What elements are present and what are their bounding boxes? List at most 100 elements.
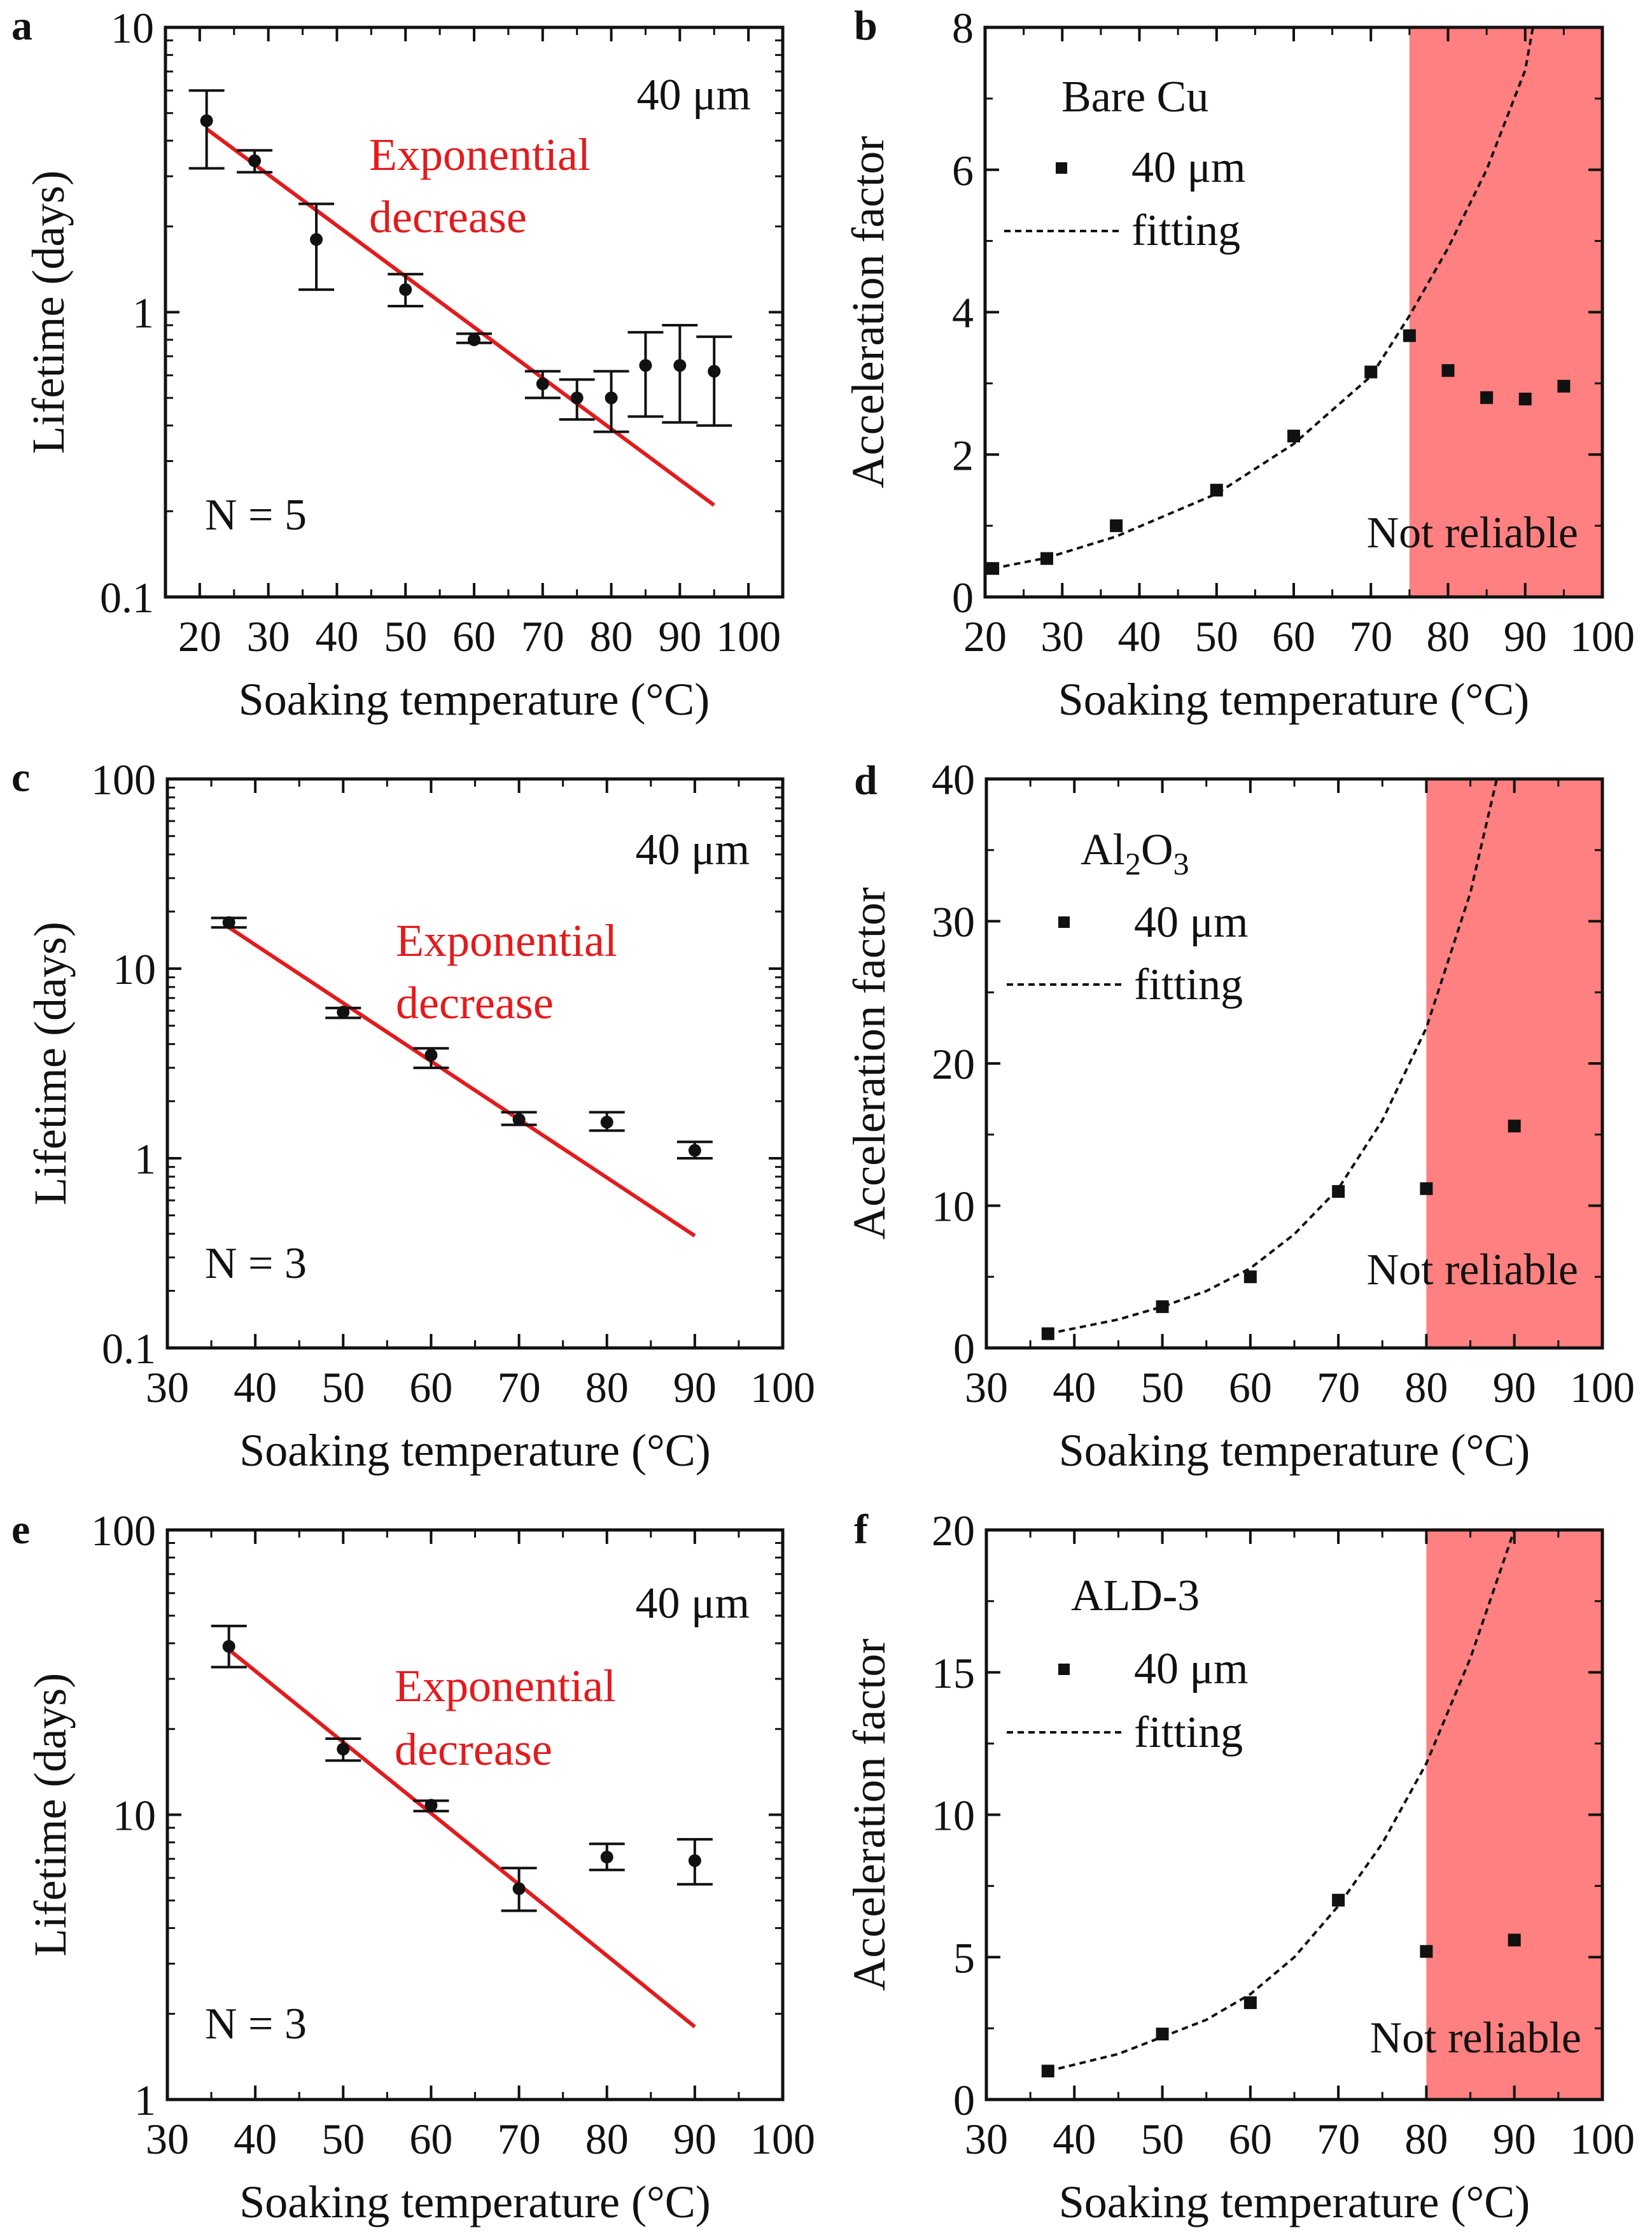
fit-label-line1: Exponential [369, 129, 591, 180]
exponential-fit-line [227, 1648, 696, 2029]
fit-label-line2: decrease [369, 192, 527, 242]
x-tick-label: 60 [1229, 1363, 1272, 1412]
y-tick-label: 5 [953, 1933, 975, 1982]
x-axis-title: Soaking temperature (°C) [1059, 2177, 1530, 2227]
x-tick-label: 50 [321, 2115, 365, 2163]
x-tick-label: 90 [1493, 2115, 1536, 2163]
y-tick-label: 30 [932, 898, 975, 946]
x-tick-label: 50 [1141, 2115, 1184, 2163]
y-axis-title: Lifetime (days) [25, 922, 76, 1205]
legend-title: ALD-3 [1071, 1571, 1200, 1620]
data-point [605, 391, 618, 405]
data-point [600, 1851, 613, 1864]
x-tick-label: 80 [590, 612, 633, 661]
not-reliable-region [1426, 779, 1602, 1348]
data-point [570, 391, 584, 405]
y-tick-label: 100 [91, 755, 156, 804]
legend-label-data: 40 μm [1131, 143, 1245, 192]
x-tick-label: 70 [1349, 612, 1392, 661]
data-point [248, 154, 262, 167]
exponential-fit-line [228, 925, 696, 1238]
y-axis-title: Acceleration factor [843, 136, 893, 489]
data-point [424, 1048, 438, 1062]
data-point [1557, 379, 1571, 393]
fitting-curve [992, 27, 1534, 570]
y-tick-label: 1 [132, 289, 154, 337]
x-tick-label: 100 [716, 612, 781, 661]
data-point [1441, 364, 1455, 377]
data-point [1287, 430, 1300, 443]
x-tick-label: 60 [409, 2115, 452, 2163]
x-axis-title: Soaking temperature (°C) [239, 674, 710, 725]
data-point [673, 359, 687, 372]
data-point [688, 1854, 701, 1867]
data-point [1508, 1933, 1521, 1947]
data-point [512, 1113, 526, 1126]
y-tick-label: 0 [953, 2076, 975, 2124]
n-label: N = 3 [205, 2000, 307, 2049]
y-tick-label: 10 [111, 4, 154, 52]
legend-label-data: 40 μm [1134, 898, 1248, 947]
x-tick-label: 40 [1118, 612, 1161, 661]
x-tick-label: 30 [146, 1363, 189, 1412]
data-point [424, 1799, 438, 1812]
y-tick-label: 0 [952, 573, 974, 622]
x-tick-label: 20 [178, 612, 221, 661]
size-label: 40 μm [636, 1579, 750, 1628]
panel-c: 30 40 50 60 70 80 90 100 0.1 1 10 100 c Soaking tem… [11, 754, 815, 1476]
legend-label-data: 40 μm [1134, 1644, 1248, 1694]
x-tick-label: 40 [234, 2115, 277, 2163]
x-tick-label: 20 [963, 612, 1007, 661]
x-tick-label: 90 [1493, 1363, 1536, 1412]
panel-letter: f [854, 1506, 869, 1553]
data-point [1110, 519, 1123, 533]
x-tick-label: 60 [1272, 612, 1315, 661]
fit-label-line1: Exponential [396, 915, 617, 966]
size-label: 40 μm [636, 825, 750, 874]
y-axis-title: Acceleration factor [844, 1639, 895, 1991]
legend-title: Bare Cu [1061, 73, 1208, 122]
data-point [639, 359, 652, 372]
x-tick-label: 50 [1141, 1363, 1184, 1412]
y-tick-label: 10 [932, 1792, 975, 1840]
x-tick-label: 100 [750, 2115, 815, 2163]
y-tick-label: 10 [113, 1792, 156, 1840]
x-tick-label: 70 [498, 1363, 541, 1412]
x-tick-label: 90 [1504, 612, 1547, 661]
x-tick-label: 50 [321, 1363, 365, 1412]
data-point [1332, 1185, 1345, 1198]
x-tick-label: 40 [1053, 2115, 1096, 2163]
x-tick-label: 100 [1570, 1363, 1635, 1412]
y-tick-label: 0.1 [100, 573, 154, 622]
x-tick-label: 30 [146, 2115, 189, 2163]
data-point [222, 1639, 235, 1653]
data-point [1040, 552, 1053, 565]
not-reliable-label: Not reliable [1370, 2014, 1581, 2063]
data-point [222, 916, 235, 929]
y-tick-label: 20 [932, 1506, 975, 1555]
data-point [468, 333, 480, 346]
x-tick-label: 40 [1053, 1363, 1096, 1412]
x-tick-label: 30 [965, 2115, 1008, 2163]
x-axis-title: Soaking temperature (°C) [1059, 1425, 1530, 1476]
data-point [1518, 392, 1532, 405]
fitting-curve [1047, 779, 1499, 1335]
legend-marker-square [1058, 916, 1070, 928]
data-point [1041, 2065, 1054, 2078]
legend-label-fitting: fitting [1134, 960, 1243, 1009]
x-tick-label: 60 [1229, 2115, 1272, 2163]
data-point [1156, 2028, 1169, 2041]
x-tick-label: 30 [965, 1363, 1008, 1412]
fit-label-line1: Exponential [395, 1660, 616, 1711]
x-tick-label: 80 [585, 1363, 629, 1412]
y-tick-label: 0 [953, 1324, 975, 1373]
data-point [1210, 484, 1223, 497]
x-tick-label: 90 [673, 1363, 717, 1412]
panel-d: 30 40 50 60 70 80 90 100 0 10 20 30 40 d Soaking tem… [844, 755, 1635, 1476]
x-tick-label: 80 [1427, 612, 1470, 661]
not-reliable-region [1426, 1530, 1602, 2100]
x-tick-label: 60 [452, 612, 496, 661]
panel-letter: b [854, 3, 878, 49]
